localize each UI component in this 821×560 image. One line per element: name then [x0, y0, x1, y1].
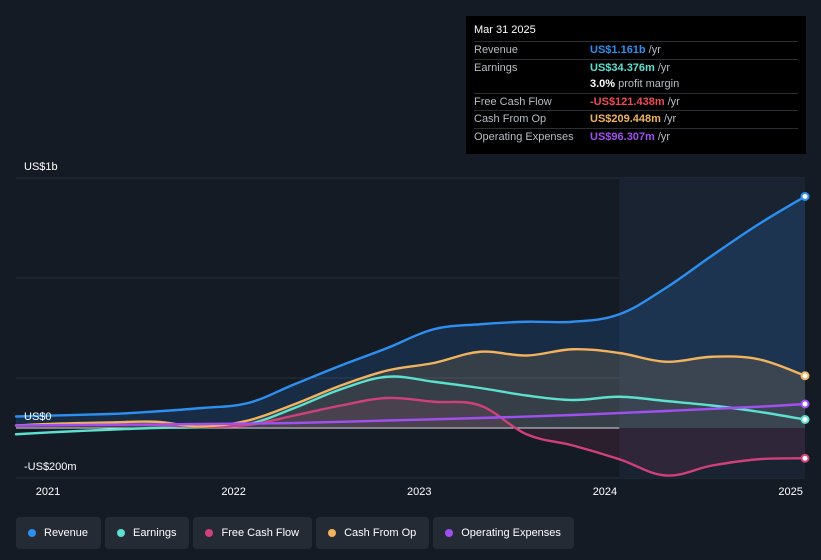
x-tick-label: 2022 — [221, 486, 245, 498]
x-tick-label: 2024 — [593, 486, 617, 498]
legend-label: Revenue — [44, 527, 89, 539]
tooltip-unit: /yr — [657, 61, 671, 74]
legend-label: Operating Expenses — [461, 527, 561, 539]
legend-dot-icon — [117, 529, 126, 537]
x-tick-label: 2023 — [407, 486, 431, 498]
legend-item-earnings[interactable]: Earnings — [105, 517, 190, 549]
legend-item-cash-from-op[interactable]: Cash From Op — [316, 517, 430, 549]
legend-dot-icon — [28, 529, 36, 537]
tooltip-value: US$1.161b — [590, 44, 646, 57]
legend-label: Free Cash Flow — [221, 527, 300, 539]
series-end-markers — [800, 192, 810, 463]
tooltip-unit: /yr — [663, 113, 677, 126]
tooltip-value: US$209.448m — [590, 113, 661, 126]
cash-from-op-end-point — [800, 371, 810, 381]
x-axis-labels: 2021 2022 2023 2024 2025 — [36, 486, 803, 498]
free-cash-flow-end-point — [800, 453, 810, 463]
tooltip-unit: /yr — [657, 130, 671, 143]
chart-legend: Revenue Earnings Free Cash Flow Cash Fro… — [16, 517, 574, 549]
free-cash-flow-line — [14, 396, 807, 477]
x-tick-label: 2025 — [778, 486, 802, 498]
tooltip-label: Revenue — [474, 44, 519, 57]
tooltip-unit: /yr — [667, 95, 680, 108]
tooltip-value: US$34.376m — [590, 61, 655, 74]
tooltip-label: Free Cash Flow — [474, 95, 552, 108]
tooltip-row-profit-margin: 3.0% profit margin — [474, 76, 798, 93]
x-tick-label: 2021 — [36, 486, 60, 498]
y-tick-label: -US$200m — [24, 461, 77, 473]
highlight-region — [619, 178, 805, 478]
series-lines — [14, 195, 807, 477]
tooltip-margin-label: profit margin — [618, 78, 680, 91]
cash-from-op-area — [16, 349, 805, 428]
tooltip-row-revenue: Revenue US$1.161b /yr — [474, 41, 798, 59]
legend-item-revenue[interactable]: Revenue — [16, 517, 102, 549]
revenue-line — [14, 195, 807, 418]
legend-item-free-cash-flow[interactable]: Free Cash Flow — [193, 517, 313, 549]
legend-dot-icon — [205, 529, 214, 537]
cash-from-op-line — [14, 347, 807, 428]
tooltip-row-operating-expenses: Operating Expenses US$96.307m /yr — [474, 127, 798, 146]
y-tick-label: US$0 — [24, 411, 52, 423]
legend-dot-icon — [328, 529, 337, 537]
legend-item-operating-expenses[interactable]: Operating Expenses — [433, 517, 574, 549]
earnings-line — [14, 375, 807, 436]
tooltip-unit: /yr — [648, 44, 661, 57]
tooltip-label: Earnings — [474, 61, 518, 74]
revenue-end-point — [800, 192, 810, 201]
legend-label: Earnings — [133, 527, 177, 539]
tooltip-row-free-cash-flow: Free Cash Flow -US$121.438m /yr — [474, 92, 798, 111]
operating-expenses-end-point — [800, 399, 810, 409]
tooltip-label: Cash From Op — [474, 113, 547, 126]
tooltip-label: Operating Expenses — [474, 130, 574, 143]
operating-expenses-line — [14, 402, 807, 427]
earnings-end-point — [800, 415, 810, 424]
tooltip-panel: Mar 31 2025 Revenue US$1.161b /yr Earnin… — [466, 16, 806, 154]
legend-dot-icon — [445, 529, 454, 537]
tooltip-row-earnings: Earnings US$34.376m /yr — [474, 58, 798, 77]
free-cash-flow-area — [16, 397, 805, 476]
y-axis-labels: US$1b US$0 -US$200m — [24, 161, 77, 473]
series-areas — [16, 196, 805, 476]
tooltip-date: Mar 31 2025 — [474, 24, 536, 36]
tooltip-value: US$96.307m — [590, 130, 655, 143]
tooltip-row-cash-from-op: Cash From Op US$209.448m /yr — [474, 110, 798, 128]
tooltip-value: -US$121.438m — [590, 95, 665, 108]
y-tick-label: US$1b — [24, 161, 58, 173]
revenue-area — [16, 196, 805, 428]
legend-label: Cash From Op — [344, 527, 417, 539]
tooltip-margin-value: 3.0% — [590, 78, 616, 91]
past-year-highlight — [619, 178, 805, 478]
